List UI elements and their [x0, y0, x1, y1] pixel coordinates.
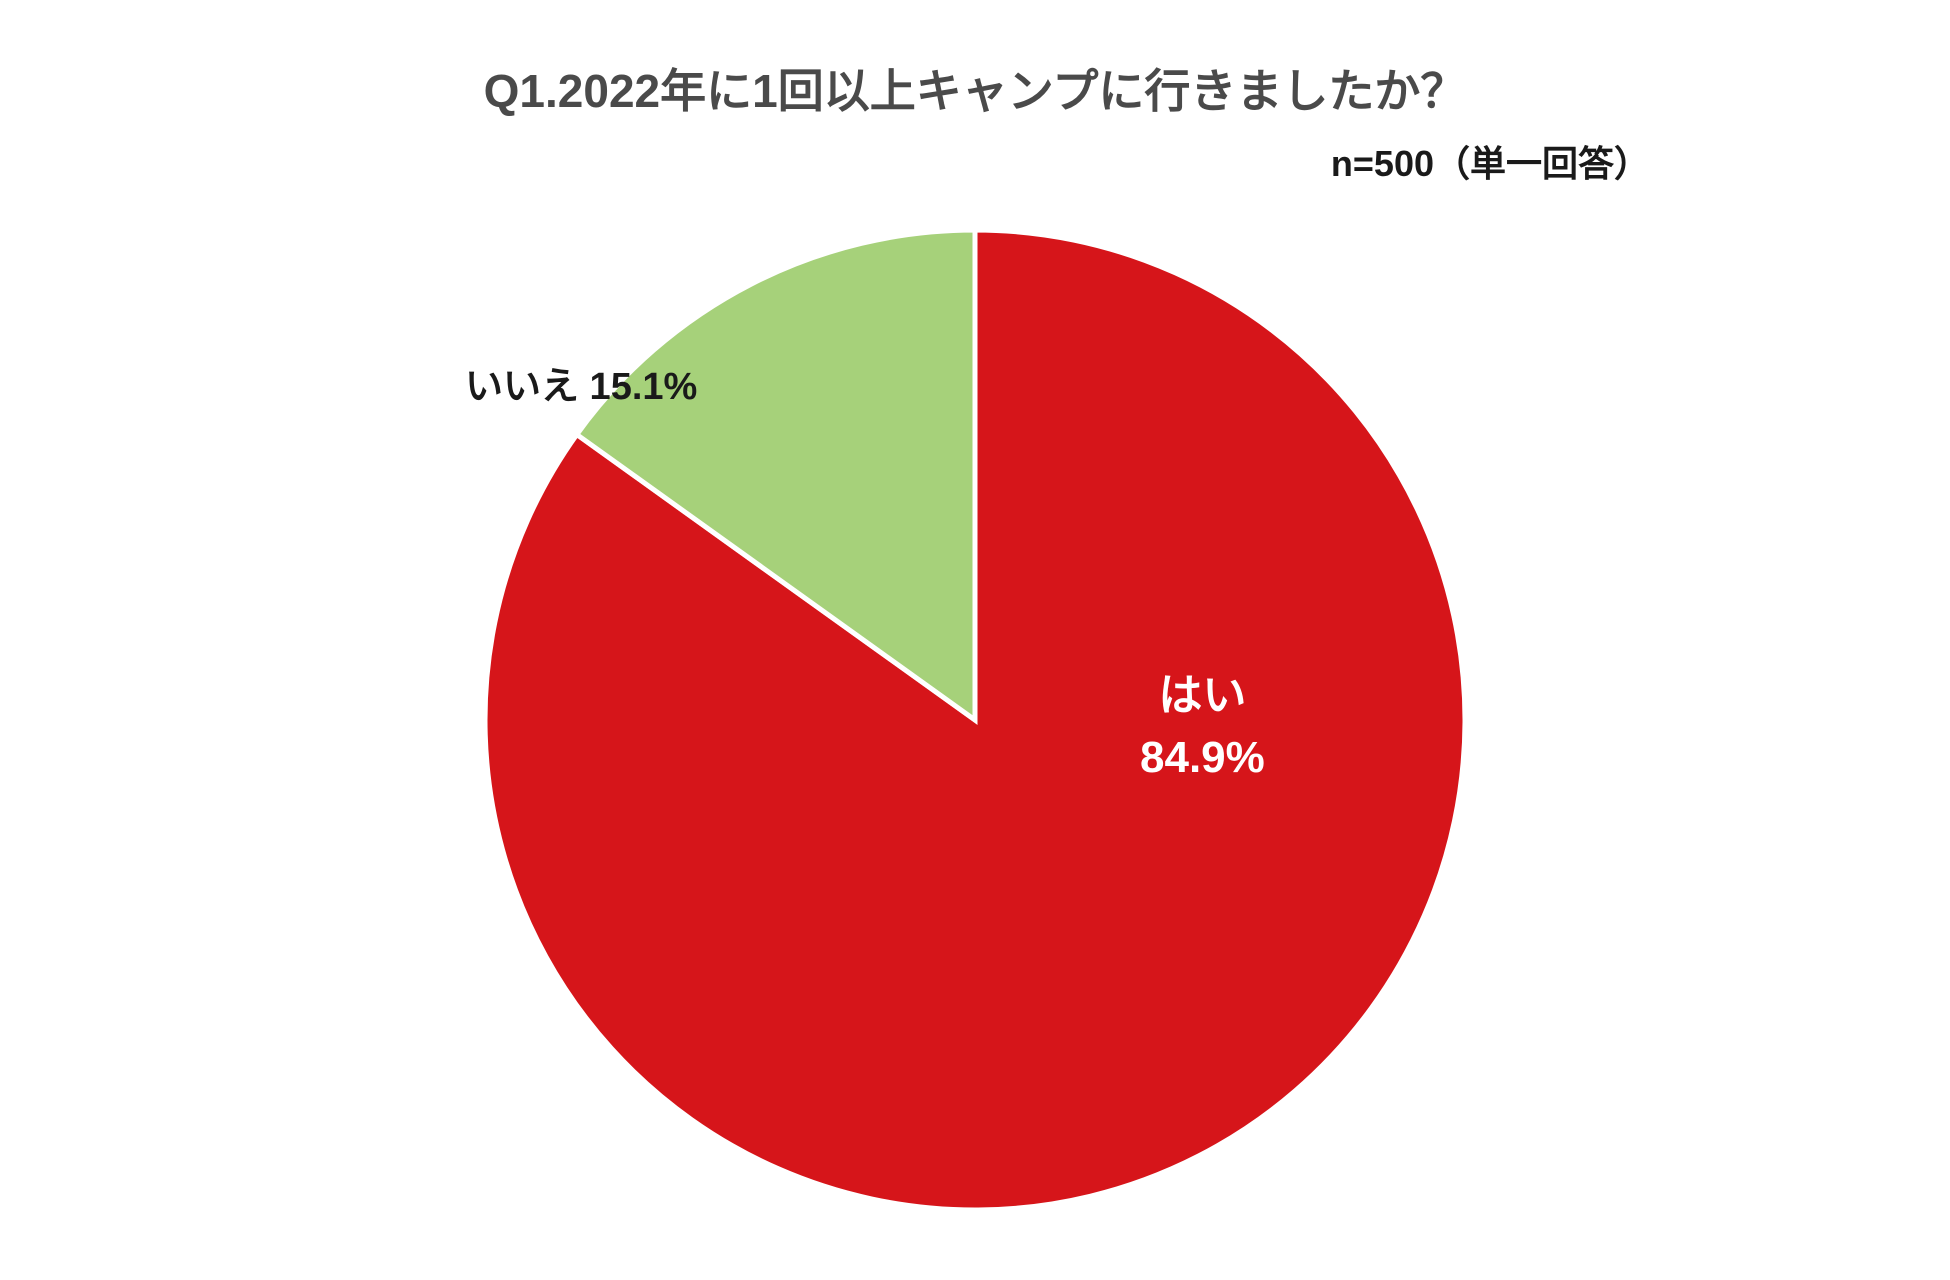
pie-chart: はい 84.9% いいえ 15.1%	[485, 230, 1465, 1210]
chart-title: Q1.2022年に1回以上キャンプに行きましたか？	[0, 55, 1950, 121]
chart-subtitle: n=500（単一回答）	[1331, 135, 1650, 187]
slice-label-no: いいえ 15.1%	[465, 355, 697, 410]
slice-label-yes: はい 84.9%	[1140, 665, 1265, 788]
slice-label-yes-line2: 84.9%	[1140, 733, 1265, 782]
slice-label-yes-line1: はい	[1158, 671, 1246, 720]
